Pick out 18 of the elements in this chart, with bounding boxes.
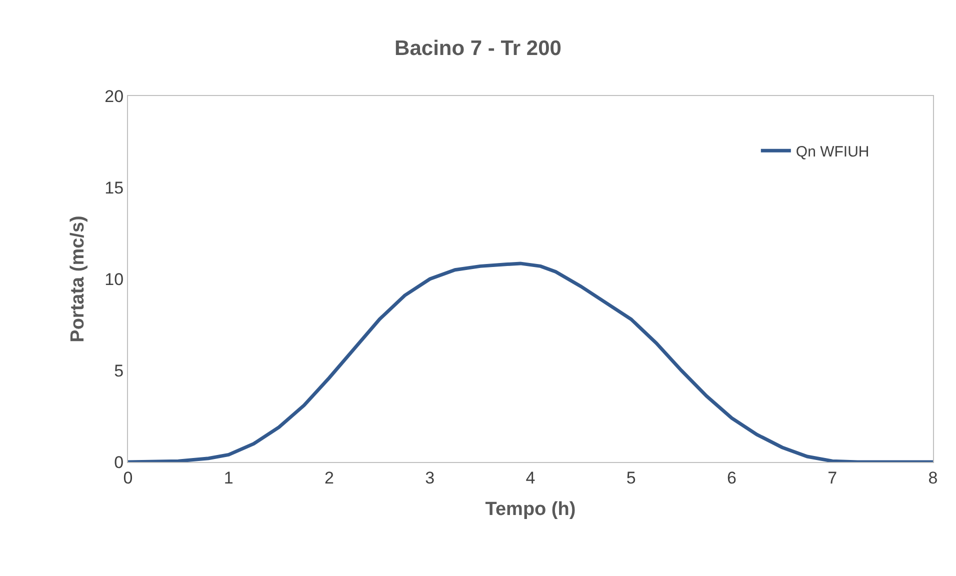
y-axis-title: Portata (mc/s) bbox=[68, 216, 89, 342]
line-series bbox=[128, 262, 933, 462]
x-tick-label: 8 bbox=[928, 468, 938, 488]
y-tick-label: 5 bbox=[114, 361, 124, 380]
x-tick-label: 2 bbox=[324, 468, 334, 488]
y-tick-label: 20 bbox=[104, 86, 124, 106]
y-tick-label: 15 bbox=[104, 178, 124, 198]
chart-title: Bacino 7 - Tr 200 bbox=[394, 37, 562, 60]
x-tick-label: 3 bbox=[425, 468, 435, 488]
x-tick-label: 6 bbox=[727, 468, 736, 488]
x-tick-label: 4 bbox=[526, 468, 536, 488]
y-tick-label: 0 bbox=[114, 452, 124, 472]
x-tick-label: 1 bbox=[224, 468, 234, 488]
legend-label: Qn WFIUH bbox=[796, 144, 870, 160]
x-axis-title: Tempo (h) bbox=[485, 499, 576, 520]
x-tick-label: 5 bbox=[626, 468, 636, 488]
x-tick-label: 7 bbox=[828, 468, 838, 488]
y-tick-label: 10 bbox=[104, 270, 124, 289]
